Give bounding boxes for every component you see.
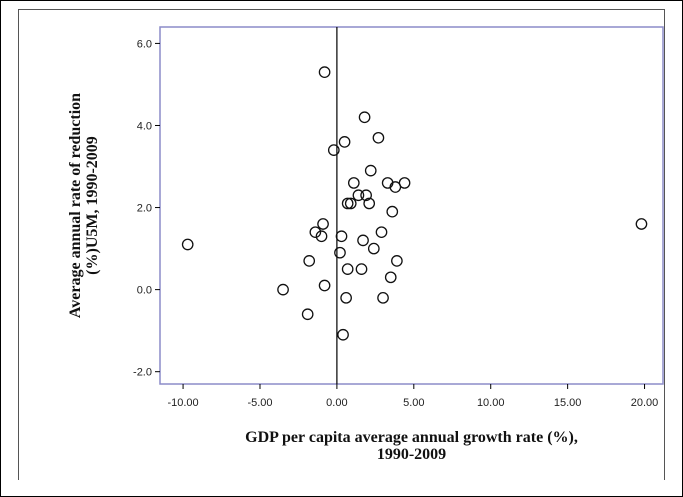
data-point xyxy=(337,328,349,341)
x-axis-title-line: 1990-2009 xyxy=(377,446,446,463)
data-point xyxy=(352,189,365,202)
data-point xyxy=(344,197,357,210)
x-tick-label: 5.00 xyxy=(403,397,424,409)
data-point xyxy=(277,283,289,296)
data-point xyxy=(364,164,377,177)
x-tick-label: 20.00 xyxy=(631,397,659,409)
data-point xyxy=(357,234,369,247)
data-point xyxy=(391,255,403,267)
data-point xyxy=(315,230,328,243)
data-point xyxy=(341,197,354,210)
data-point xyxy=(309,226,322,239)
data-point xyxy=(358,111,371,124)
data-point xyxy=(367,242,380,255)
data-point xyxy=(303,255,316,267)
data-point xyxy=(318,66,331,78)
y-tick-label: 0.0 xyxy=(137,285,152,297)
y-tick-label: 6.0 xyxy=(137,38,152,50)
data-point xyxy=(318,279,331,292)
data-point xyxy=(341,263,354,275)
x-tick-label: -5.00 xyxy=(247,397,272,409)
y-axis-title-line: (%)U5M, 1990-2009 xyxy=(84,136,101,275)
x-tick-label: 0.00 xyxy=(326,397,347,409)
y-tick-label: -2.0 xyxy=(133,367,152,379)
data-point xyxy=(327,144,340,156)
data-point xyxy=(181,238,194,251)
data-point xyxy=(360,189,372,202)
x-tick-label: -10.00 xyxy=(167,397,198,409)
y-tick-label: 4.0 xyxy=(137,120,152,132)
data-point xyxy=(386,205,399,218)
x-tick-label: 10.00 xyxy=(477,397,505,409)
data-point xyxy=(372,131,385,144)
data-point xyxy=(334,246,346,259)
data-point xyxy=(301,308,314,321)
data-point xyxy=(375,226,388,239)
data-point xyxy=(355,263,368,275)
data-point xyxy=(384,271,397,284)
data-point xyxy=(635,218,648,230)
x-tick-label: 15.00 xyxy=(554,397,582,409)
x-axis-title-line: GDP per capita average annual growth rat… xyxy=(245,429,578,446)
data-point xyxy=(317,218,329,230)
data-point xyxy=(335,230,348,243)
data-point xyxy=(363,197,376,210)
y-axis-title-line: Average annual rate of reduction xyxy=(67,93,84,318)
y-tick-label: 2.0 xyxy=(137,203,152,215)
data-point xyxy=(347,177,360,189)
data-point xyxy=(377,291,389,304)
data-point xyxy=(340,291,352,304)
data-point xyxy=(398,177,411,189)
plot-area xyxy=(159,26,664,385)
data-point xyxy=(338,136,351,148)
